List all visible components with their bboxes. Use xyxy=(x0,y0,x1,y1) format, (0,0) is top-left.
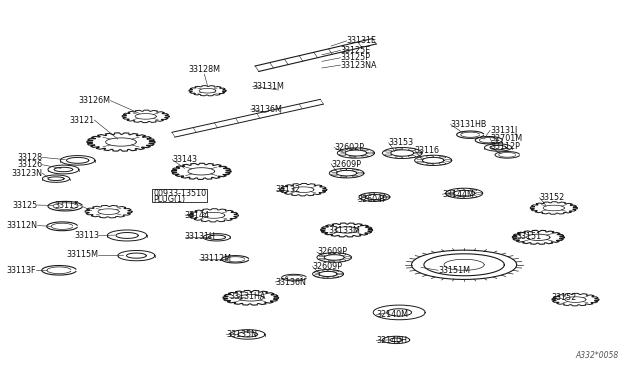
Text: 32140H: 32140H xyxy=(376,336,407,345)
Text: A332*0058: A332*0058 xyxy=(575,351,619,360)
Text: 32609P: 32609P xyxy=(331,160,361,169)
Text: 32609P: 32609P xyxy=(317,247,347,256)
Bar xyxy=(152,189,207,202)
Text: 33133M: 33133M xyxy=(328,226,360,235)
Text: 32604P: 32604P xyxy=(358,195,388,205)
Text: 33126: 33126 xyxy=(17,160,42,169)
Text: 33131E: 33131E xyxy=(347,36,376,45)
Text: 33151: 33151 xyxy=(516,232,542,241)
Text: 32701M: 32701M xyxy=(490,134,522,143)
Text: 33153: 33153 xyxy=(388,138,414,147)
Text: 33113: 33113 xyxy=(74,231,99,240)
Text: 33112M: 33112M xyxy=(200,254,232,263)
Text: 33116: 33116 xyxy=(415,145,440,155)
Text: 33125E: 33125E xyxy=(340,46,371,55)
Text: 33131H: 33131H xyxy=(184,232,216,241)
Text: 33152: 33152 xyxy=(552,293,577,302)
Text: 33112N: 33112N xyxy=(6,221,38,230)
Text: 33132: 33132 xyxy=(275,185,301,194)
Text: 33115: 33115 xyxy=(54,201,79,209)
Text: 33121: 33121 xyxy=(69,116,94,125)
Text: 33131M: 33131M xyxy=(253,82,285,91)
Text: 33131HB: 33131HB xyxy=(451,120,487,129)
Text: 33125: 33125 xyxy=(12,201,38,209)
Text: 33135N: 33135N xyxy=(226,330,257,339)
Text: 33136M: 33136M xyxy=(251,105,283,113)
Text: 33125P: 33125P xyxy=(340,53,371,62)
Text: 33123NA: 33123NA xyxy=(340,61,377,70)
Text: 33123N: 33123N xyxy=(12,169,42,178)
Text: 33128: 33128 xyxy=(17,153,42,162)
Text: 32609P: 32609P xyxy=(312,262,342,271)
Text: 33112P: 33112P xyxy=(490,142,520,151)
Text: 33143: 33143 xyxy=(172,155,197,164)
Text: 33136N: 33136N xyxy=(275,278,307,286)
Text: 33131J: 33131J xyxy=(490,126,517,135)
Text: 33113F: 33113F xyxy=(6,266,36,275)
Text: 33152: 33152 xyxy=(540,193,564,202)
Text: 33115M: 33115M xyxy=(66,250,98,259)
Text: 33126M: 33126M xyxy=(79,96,111,105)
Text: 33151M: 33151M xyxy=(438,266,470,275)
Text: 33144M: 33144M xyxy=(442,190,474,199)
Text: 32140M: 32140M xyxy=(376,311,408,320)
Text: 33128M: 33128M xyxy=(188,65,220,74)
Text: 32602P: 32602P xyxy=(334,143,364,152)
Text: PLUG(1): PLUG(1) xyxy=(154,195,186,204)
Text: 33131HA: 33131HA xyxy=(229,292,266,301)
Text: 00933-13510: 00933-13510 xyxy=(154,189,207,198)
Text: 33144: 33144 xyxy=(184,211,210,220)
